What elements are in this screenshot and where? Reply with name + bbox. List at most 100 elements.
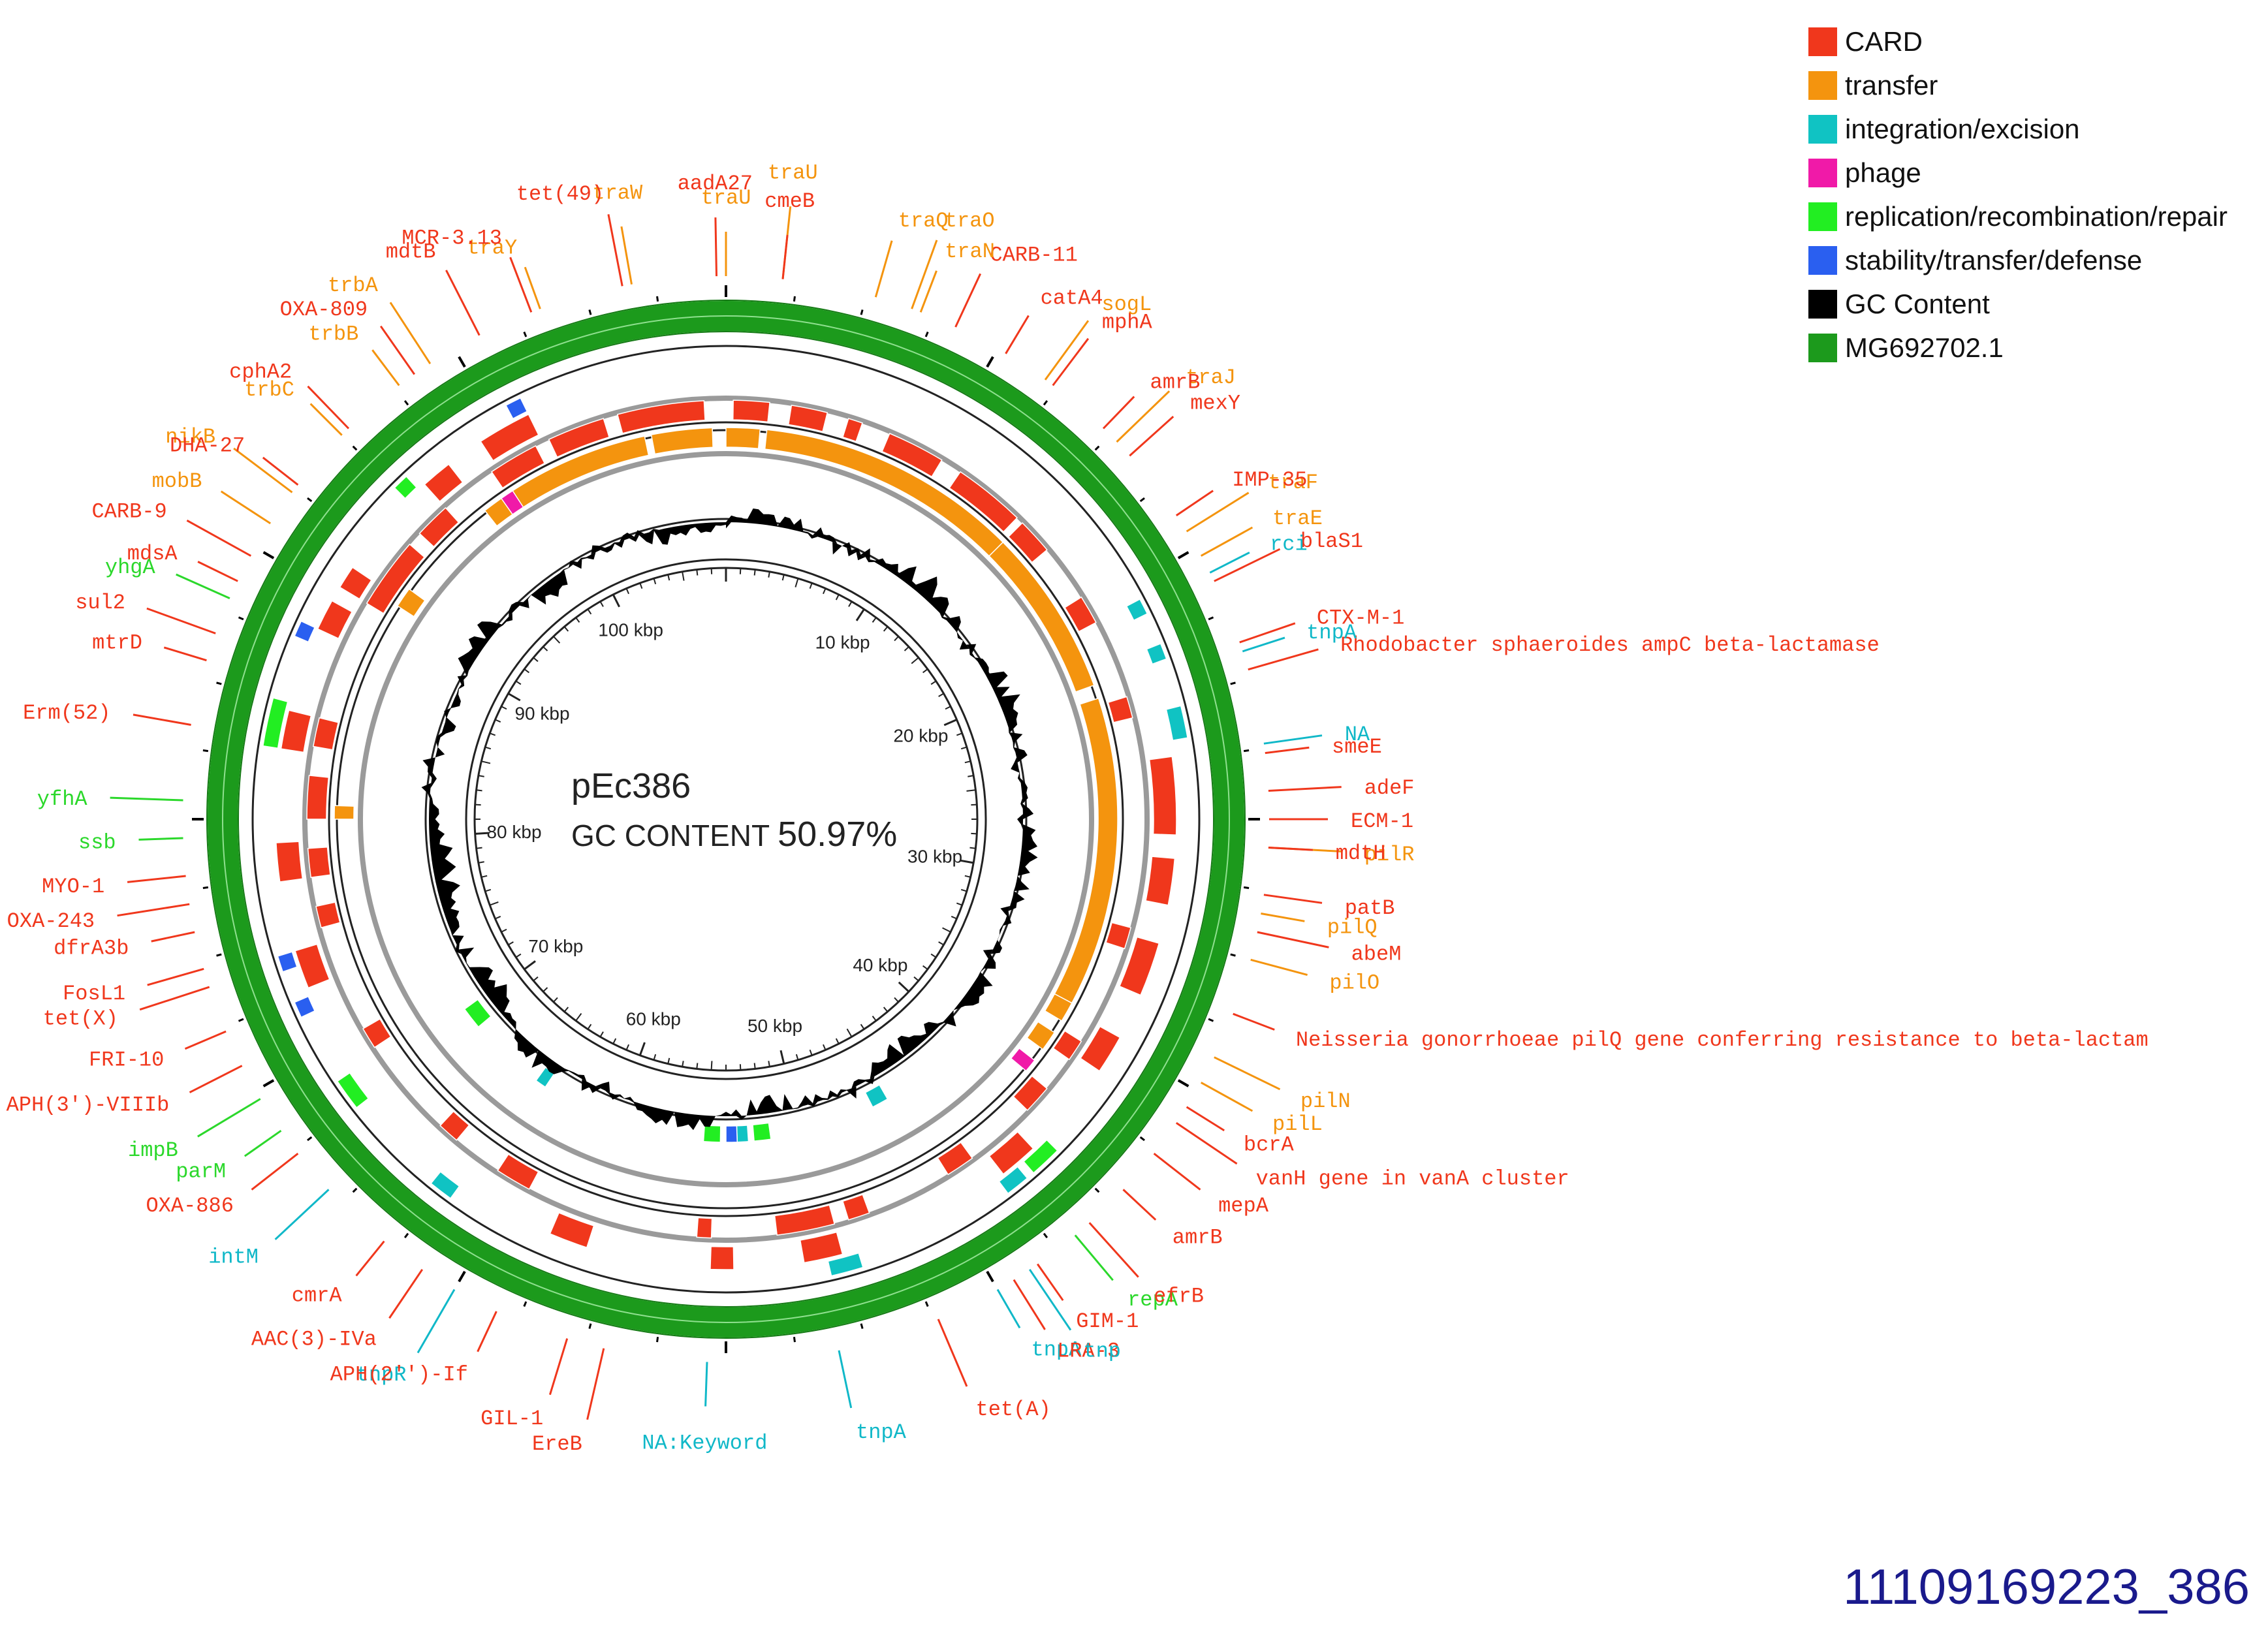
gene-label: traJ [1186, 366, 1236, 390]
gene-label: mobB [152, 469, 202, 493]
gene-label: blaS1 [1300, 529, 1363, 554]
ruler-tick [653, 1054, 657, 1061]
card-track-separator [302, 396, 1150, 1243]
ruler-tick [533, 976, 539, 982]
legend-item: GC Content [1808, 282, 2259, 326]
gene-leader-line [911, 240, 938, 309]
feature-card-card-outer [294, 943, 330, 989]
feature-card-card-outer [1079, 1025, 1121, 1072]
transfer-track-separator [358, 451, 1094, 1187]
gene-label: tet(49) [516, 182, 604, 206]
gene-label: GIL-1 [480, 1407, 543, 1431]
gene-leader-line [1044, 320, 1090, 381]
gene-leader-line [307, 385, 350, 430]
gene-label: pilQ [1327, 915, 1378, 939]
gene-leader-line [1209, 552, 1250, 574]
gene-leader-line [184, 1030, 227, 1050]
gene-leader-line [197, 1098, 261, 1138]
feature-card-card-inner [362, 1018, 392, 1048]
legend: CARD transfer integration/excision phage rep… [1808, 20, 2259, 369]
feature-card-card-inner [1007, 522, 1048, 563]
feature-replication-inner-func [702, 1125, 721, 1143]
gene-leader-line [274, 1189, 330, 1240]
ruler-tick [872, 617, 877, 623]
feature-replication-outer-func [336, 1072, 370, 1109]
ruler-label: 40 kbp [853, 955, 907, 975]
ruler-tick [484, 888, 492, 892]
ruler-tick [524, 960, 536, 971]
feature-card-card-outer [317, 600, 353, 640]
gene-leader-line [1248, 648, 1319, 671]
backbone-highlight [222, 315, 1230, 1323]
gene-label: DHA-27 [170, 433, 245, 458]
legend-label: stability/transfer/defense [1845, 244, 2143, 275]
ruler-tick [938, 941, 944, 946]
ruler-tick [894, 997, 899, 1003]
backbone-tick [1230, 681, 1236, 685]
feature-transfer-transfer [988, 541, 1095, 693]
ruler-tick [848, 601, 853, 607]
ruler-tick [951, 916, 957, 920]
backbone-tick [1094, 445, 1100, 451]
gene-label: cmrA [292, 1284, 343, 1308]
legend-item: integration/excision [1808, 107, 2259, 151]
backbone-tick [523, 331, 528, 337]
feature-integration-inner-func [864, 1084, 889, 1108]
gene-leader-line [1263, 734, 1323, 745]
backbone-tick [262, 551, 275, 559]
ruler-tick [489, 901, 499, 906]
ruler-tick [478, 861, 484, 864]
gene-leader-line [1122, 1189, 1157, 1221]
feature-card-card-inner [312, 717, 339, 751]
gene-label: tnpA [1032, 1338, 1082, 1362]
gene-label: tnp [1083, 1339, 1121, 1364]
legend-swatch [1808, 245, 1837, 275]
legend-swatch [1808, 333, 1837, 362]
gene-label: intM [208, 1245, 259, 1270]
ruler-tick [809, 582, 813, 589]
ruler-tick [969, 847, 976, 849]
feature-card-card-inner [307, 846, 331, 879]
gene-label: FRI-10 [89, 1048, 164, 1072]
feature-card-card-outer [424, 463, 464, 503]
gene-label: amrB [1150, 370, 1201, 394]
gene-label: vanH gene in vanA cluster [1256, 1166, 1569, 1191]
backbone-tick [588, 309, 592, 315]
feature-card-card-inner [1107, 696, 1133, 723]
ring-layer [192, 285, 1260, 1353]
gene-label: OXA-809 [280, 298, 368, 322]
feature-phage-phage [1010, 1047, 1035, 1072]
gene-label: trbA [328, 274, 379, 298]
feature-replication-outer-func [394, 475, 418, 499]
gene-label: pilL [1272, 1112, 1323, 1136]
gene-leader-line [262, 456, 299, 486]
gene-label: nikB [165, 425, 215, 449]
ruler-tick [823, 588, 827, 595]
backbone-tick [352, 445, 358, 451]
gene-leader-line [309, 403, 343, 436]
ruler-tick [478, 775, 484, 777]
feature-card-card-outer [276, 841, 304, 883]
ruler-tick [795, 578, 799, 587]
gene-leader-line [251, 1153, 299, 1191]
backbone-tick [986, 1270, 994, 1283]
gene-leader-line [133, 713, 191, 726]
ruler-tick [739, 568, 742, 574]
gene-label: mdtH [1336, 841, 1386, 866]
ruler-tick [835, 1038, 840, 1044]
gene-leader-line [147, 967, 204, 986]
gene-label: traE [1272, 507, 1323, 531]
legend-item: stability/transfer/defense [1808, 238, 2259, 282]
gene-label: efrB [1154, 1285, 1204, 1309]
ruler-tick [625, 588, 629, 595]
gene-leader-line [176, 573, 230, 599]
feature-card-card-inner [490, 445, 546, 489]
ruler-tick [599, 1031, 604, 1037]
gene-leader-line [355, 1240, 385, 1277]
gene-leader-line [1214, 1056, 1281, 1091]
gene-label: traN [945, 240, 995, 264]
backbone-tick [924, 331, 929, 337]
backbone-tick [1043, 400, 1048, 406]
gene-label: IMP-35 [1232, 468, 1307, 492]
feature-card-card-inner [1052, 1030, 1082, 1061]
